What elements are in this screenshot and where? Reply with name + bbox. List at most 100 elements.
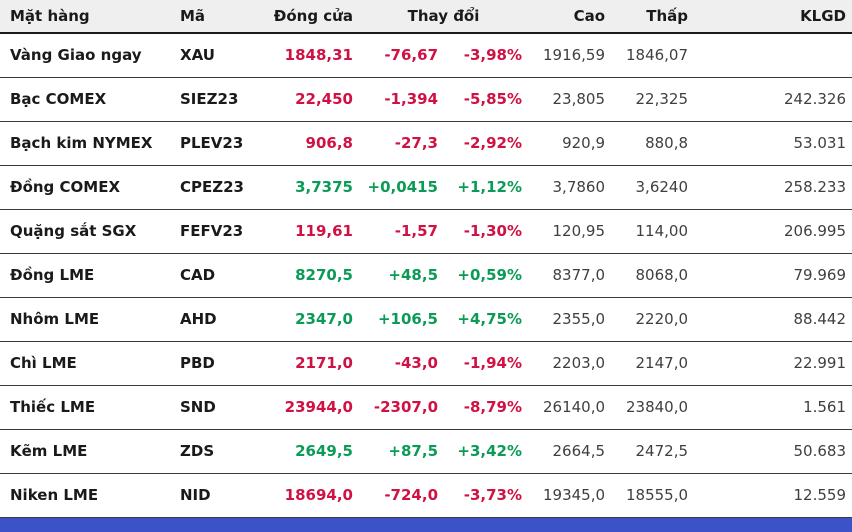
volume-value: 242.326 bbox=[694, 77, 852, 122]
table-row[interactable]: Nhôm LME AHD 2347,0 +106,5 +4,75% 2355,0… bbox=[0, 297, 852, 342]
header-change: Thay đổi bbox=[359, 0, 529, 34]
change-value: +106,5 bbox=[359, 297, 444, 342]
low-value: 2220,0 bbox=[611, 297, 695, 342]
table-row[interactable]: Bạc COMEX SIEZ23 22,450 -1,394 -5,85% 23… bbox=[0, 77, 852, 122]
low-value: 22,325 bbox=[611, 77, 695, 122]
close-value: 22,450 bbox=[262, 77, 359, 122]
commodity-name: Niken LME bbox=[0, 473, 170, 518]
low-value: 114,00 bbox=[611, 209, 695, 254]
low-value: 23840,0 bbox=[611, 385, 695, 430]
commodity-name: Quặng sắt SGX bbox=[0, 209, 170, 254]
change-value: -724,0 bbox=[359, 473, 444, 518]
commodity-name: Bạch kim NYMEX bbox=[0, 121, 170, 166]
change-value: +48,5 bbox=[359, 253, 444, 298]
volume-value: 88.442 bbox=[694, 297, 852, 342]
close-value: 2171,0 bbox=[262, 341, 359, 386]
high-value: 120,95 bbox=[528, 209, 612, 254]
change-percent: +0,59% bbox=[444, 253, 529, 298]
low-value: 8068,0 bbox=[611, 253, 695, 298]
close-value: 23944,0 bbox=[262, 385, 359, 430]
change-percent: -2,92% bbox=[444, 121, 529, 166]
high-value: 8377,0 bbox=[528, 253, 612, 298]
high-value: 23,805 bbox=[528, 77, 612, 122]
commodity-name: Kẽm LME bbox=[0, 429, 170, 474]
commodity-code: SND bbox=[170, 385, 262, 430]
change-value: -43,0 bbox=[359, 341, 444, 386]
volume-value: 79.969 bbox=[694, 253, 852, 298]
change-value: -1,394 bbox=[359, 77, 444, 122]
high-value: 2664,5 bbox=[528, 429, 612, 474]
close-value: 3,7375 bbox=[262, 165, 359, 210]
commodity-code: XAU bbox=[170, 33, 262, 78]
table-row[interactable]: Vàng Giao ngay XAU 1848,31 -76,67 -3,98%… bbox=[0, 33, 852, 78]
footer-bar bbox=[0, 517, 852, 532]
change-value: +0,0415 bbox=[359, 165, 444, 210]
close-value: 906,8 bbox=[262, 121, 359, 166]
change-percent: +4,75% bbox=[444, 297, 529, 342]
table-body: Vàng Giao ngay XAU 1848,31 -76,67 -3,98%… bbox=[0, 33, 852, 518]
commodity-code: NID bbox=[170, 473, 262, 518]
low-value: 18555,0 bbox=[611, 473, 695, 518]
change-percent: +1,12% bbox=[444, 165, 529, 210]
high-value: 1916,59 bbox=[528, 33, 612, 78]
volume-value bbox=[694, 33, 852, 78]
header-close: Đóng cửa bbox=[262, 0, 359, 34]
commodity-code: CPEZ23 bbox=[170, 165, 262, 210]
volume-value: 1.561 bbox=[694, 385, 852, 430]
change-percent: -3,98% bbox=[444, 33, 529, 78]
volume-value: 12.559 bbox=[694, 473, 852, 518]
commodity-code: ZDS bbox=[170, 429, 262, 474]
high-value: 2203,0 bbox=[528, 341, 612, 386]
change-percent: -1,30% bbox=[444, 209, 529, 254]
change-percent: -8,79% bbox=[444, 385, 529, 430]
change-value: -76,67 bbox=[359, 33, 444, 78]
high-value: 26140,0 bbox=[528, 385, 612, 430]
table-row[interactable]: Chì LME PBD 2171,0 -43,0 -1,94% 2203,0 2… bbox=[0, 341, 852, 386]
commodity-code: PBD bbox=[170, 341, 262, 386]
commodity-table: Mặt hàng Mã Đóng cửa Thay đổi Cao Thấp K… bbox=[0, 0, 852, 518]
change-percent: -5,85% bbox=[444, 77, 529, 122]
high-value: 19345,0 bbox=[528, 473, 612, 518]
commodity-code: PLEV23 bbox=[170, 121, 262, 166]
commodity-code: FEFV23 bbox=[170, 209, 262, 254]
low-value: 2472,5 bbox=[611, 429, 695, 474]
header-commodity: Mặt hàng bbox=[0, 0, 170, 34]
change-value: -1,57 bbox=[359, 209, 444, 254]
change-value: +87,5 bbox=[359, 429, 444, 474]
volume-value: 50.683 bbox=[694, 429, 852, 474]
commodity-code: CAD bbox=[170, 253, 262, 298]
close-value: 119,61 bbox=[262, 209, 359, 254]
commodity-code: SIEZ23 bbox=[170, 77, 262, 122]
change-value: -27,3 bbox=[359, 121, 444, 166]
table-row[interactable]: Đồng LME CAD 8270,5 +48,5 +0,59% 8377,0 … bbox=[0, 253, 852, 298]
commodity-name: Đồng COMEX bbox=[0, 165, 170, 210]
commodity-name: Thiếc LME bbox=[0, 385, 170, 430]
close-value: 18694,0 bbox=[262, 473, 359, 518]
header-low: Thấp bbox=[611, 0, 695, 34]
header-volume: KLGD bbox=[694, 0, 852, 34]
table-row[interactable]: Niken LME NID 18694,0 -724,0 -3,73% 1934… bbox=[0, 473, 852, 518]
table-row[interactable]: Quặng sắt SGX FEFV23 119,61 -1,57 -1,30%… bbox=[0, 209, 852, 254]
close-value: 2347,0 bbox=[262, 297, 359, 342]
header-high: Cao bbox=[528, 0, 612, 34]
volume-value: 53.031 bbox=[694, 121, 852, 166]
high-value: 2355,0 bbox=[528, 297, 612, 342]
change-value: -2307,0 bbox=[359, 385, 444, 430]
change-percent: +3,42% bbox=[444, 429, 529, 474]
table-row[interactable]: Kẽm LME ZDS 2649,5 +87,5 +3,42% 2664,5 2… bbox=[0, 429, 852, 474]
low-value: 1846,07 bbox=[611, 33, 695, 78]
close-value: 1848,31 bbox=[262, 33, 359, 78]
table-row[interactable]: Bạch kim NYMEX PLEV23 906,8 -27,3 -2,92%… bbox=[0, 121, 852, 166]
header-row: Mặt hàng Mã Đóng cửa Thay đổi Cao Thấp K… bbox=[0, 0, 852, 34]
low-value: 2147,0 bbox=[611, 341, 695, 386]
commodity-code: AHD bbox=[170, 297, 262, 342]
low-value: 880,8 bbox=[611, 121, 695, 166]
volume-value: 22.991 bbox=[694, 341, 852, 386]
commodity-name: Chì LME bbox=[0, 341, 170, 386]
change-percent: -1,94% bbox=[444, 341, 529, 386]
table-row[interactable]: Đồng COMEX CPEZ23 3,7375 +0,0415 +1,12% … bbox=[0, 165, 852, 210]
volume-value: 258.233 bbox=[694, 165, 852, 210]
table-row[interactable]: Thiếc LME SND 23944,0 -2307,0 -8,79% 261… bbox=[0, 385, 852, 430]
table-header: Mặt hàng Mã Đóng cửa Thay đổi Cao Thấp K… bbox=[0, 0, 852, 34]
